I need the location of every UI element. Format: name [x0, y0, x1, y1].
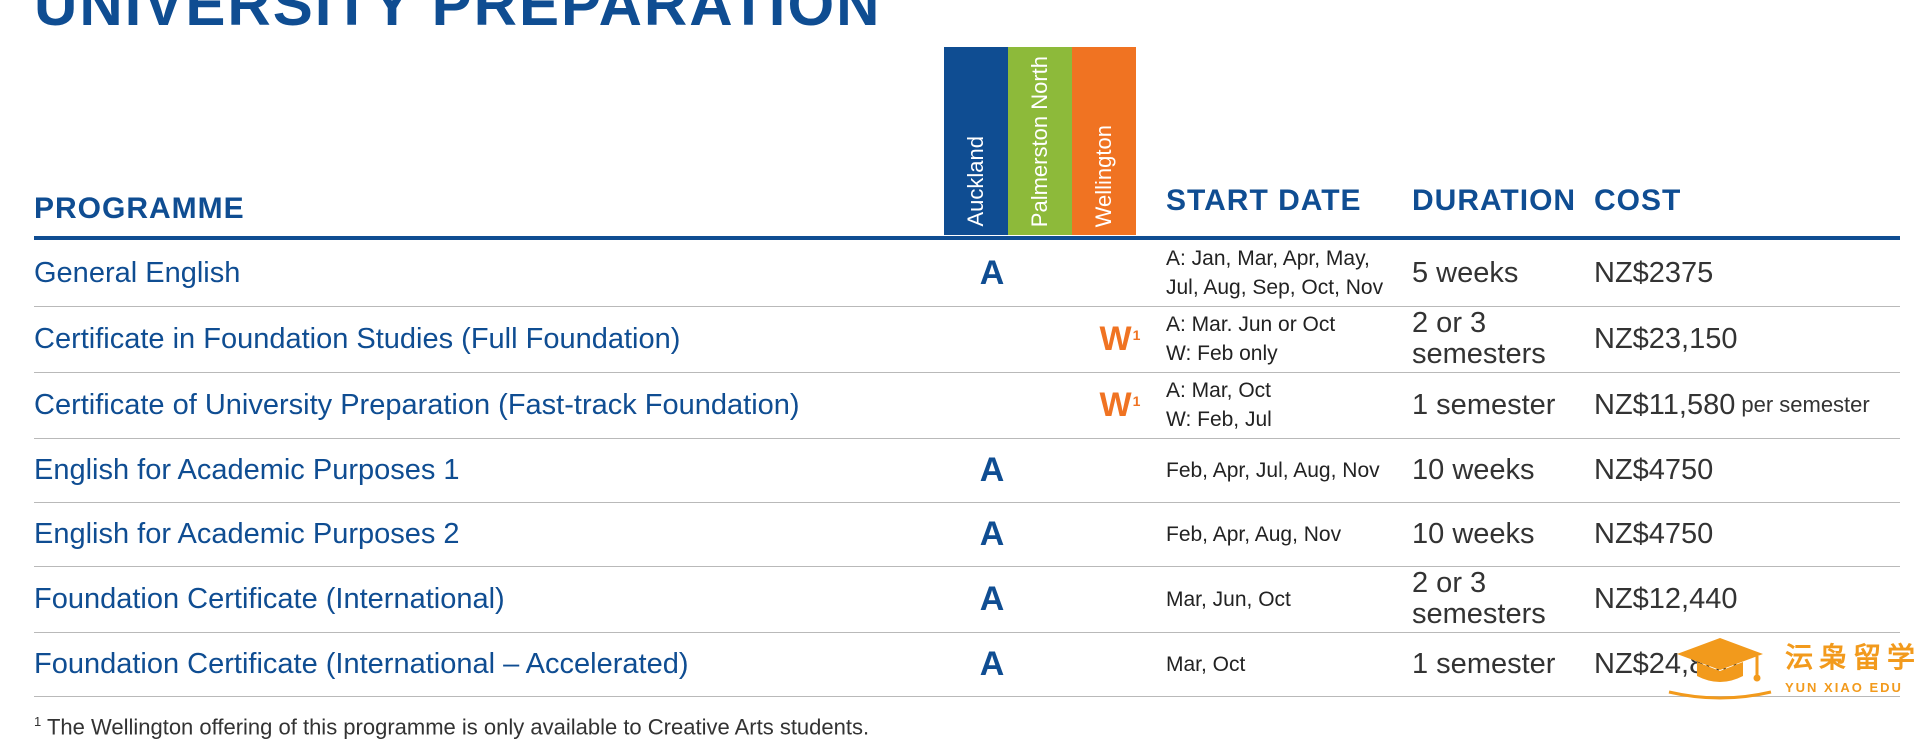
- table-row: Foundation Certificate (International – …: [34, 632, 1900, 697]
- start-date: Mar, Jun, Oct: [1166, 587, 1291, 611]
- campus-label-wellington: Wellington: [1091, 124, 1116, 227]
- campus-header-palmerston-north: Palmerston North: [1008, 47, 1072, 235]
- auckland-campus-mark: A: [979, 450, 1005, 489]
- campus-header-auckland: Auckland: [944, 47, 1008, 235]
- cost: NZ$4750: [1594, 517, 1714, 550]
- page-title: UNIVERSITY PREPARATION: [34, 0, 882, 38]
- cost: NZ$23,150: [1594, 322, 1738, 355]
- duration: 2 or 3 semesters: [1412, 567, 1546, 630]
- cost: NZ$4750: [1594, 453, 1714, 486]
- programme-name: English for Academic Purposes 1: [34, 453, 460, 486]
- duration: 10 weeks: [1412, 453, 1535, 486]
- graduation-cap-icon: [1668, 638, 1772, 700]
- programme-name: General English: [34, 256, 241, 289]
- table-row: English for Academic Purposes 2 A Feb, Apr…: [34, 502, 1900, 567]
- auckland-campus-mark: A: [979, 579, 1005, 618]
- programme-name: Certificate in Foundation Studies (Full …: [34, 322, 681, 355]
- cost: NZ$12,440: [1594, 582, 1738, 615]
- auckland-campus-mark: A: [979, 644, 1005, 683]
- programme-name: Foundation Certificate (International – …: [34, 647, 689, 680]
- start-date: Mar, Oct: [1166, 652, 1246, 676]
- start-date: A: Mar. Jun or Oct W: Feb only: [1166, 313, 1336, 365]
- table-row: General English A A: Jan, Mar, Apr, May, Ju…: [34, 240, 1900, 307]
- programme-column-header: PROGRAMME: [34, 192, 245, 225]
- watermark-chinese: 沄枭留学: [1785, 642, 1920, 673]
- programme-name: Certificate of University Preparation (F…: [34, 388, 800, 421]
- auckland-campus-mark: A: [979, 253, 1005, 292]
- auckland-campus-mark: A: [979, 514, 1005, 553]
- table-row: Certificate of University Preparation (F…: [34, 372, 1900, 439]
- cost: NZ$2375: [1594, 256, 1714, 289]
- table-row: Foundation Certificate (International) A M…: [34, 566, 1900, 633]
- start-date: Feb, Apr, Aug, Nov: [1166, 522, 1342, 546]
- duration: 1 semester: [1412, 647, 1556, 680]
- start-date: A: Mar, Oct W: Feb, Jul: [1166, 379, 1272, 431]
- table-row: Certificate in Foundation Studies (Full …: [34, 306, 1900, 373]
- cost-column-header: COST: [1594, 184, 1682, 217]
- duration-column-header: DURATION: [1412, 184, 1577, 217]
- programme-name: Foundation Certificate (International): [34, 582, 505, 615]
- cost: NZ$11,580 per semester: [1594, 388, 1870, 421]
- watermark-english: YUN XIAO EDU: [1785, 680, 1903, 695]
- header-rule: [34, 236, 1900, 240]
- start-date: Feb, Apr, Jul, Aug, Nov: [1166, 458, 1380, 482]
- campus-label-auckland: Auckland: [963, 136, 988, 227]
- start-date: A: Jan, Mar, Apr, May, Jul, Aug, Sep, Oct…: [1166, 247, 1384, 299]
- footnote: 1 The Wellington offering of this progra…: [34, 714, 870, 740]
- table-row: English for Academic Purposes 1 A Feb, Apr…: [34, 438, 1900, 503]
- watermark-logo: 沄枭留学 YUN XIAO EDU: [1665, 632, 1915, 704]
- duration: 1 semester: [1412, 388, 1556, 421]
- duration: 10 weeks: [1412, 517, 1535, 550]
- duration: 2 or 3 semesters: [1412, 307, 1546, 370]
- start-date-column-header: START DATE: [1166, 184, 1362, 217]
- campus-label-palmerston-north: Palmerston North: [1027, 55, 1052, 227]
- programme-name: English for Academic Purposes 2: [34, 517, 460, 550]
- campus-header-wellington: Wellington: [1072, 47, 1136, 235]
- duration: 5 weeks: [1412, 256, 1519, 289]
